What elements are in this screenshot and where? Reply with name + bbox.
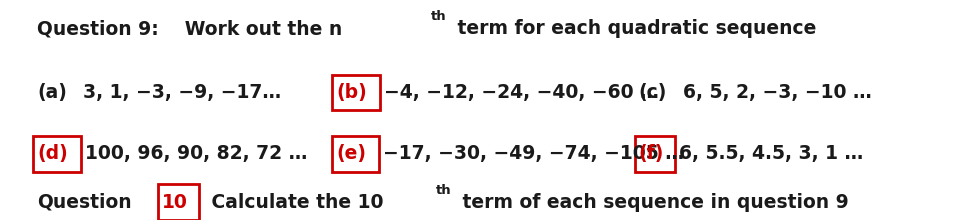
Text: Question 9:    Work out the n: Question 9: Work out the n bbox=[37, 19, 342, 38]
Text: term of each sequence in question 9: term of each sequence in question 9 bbox=[455, 193, 848, 212]
Text: th: th bbox=[436, 184, 451, 197]
Text: Calculate the 10: Calculate the 10 bbox=[205, 193, 384, 212]
Text: term for each quadratic sequence: term for each quadratic sequence bbox=[451, 19, 816, 38]
Text: −4, −12, −24, −40, −60 …: −4, −12, −24, −40, −60 … bbox=[384, 83, 659, 102]
Text: (f): (f) bbox=[639, 144, 664, 163]
Text: 10: 10 bbox=[162, 193, 188, 212]
Text: th: th bbox=[431, 10, 447, 23]
Text: Question: Question bbox=[37, 193, 132, 212]
Text: −17, −30, −49, −74, −105 …: −17, −30, −49, −74, −105 … bbox=[383, 144, 683, 163]
Text: (c): (c) bbox=[639, 83, 667, 102]
Text: (d): (d) bbox=[37, 144, 68, 163]
Text: (b): (b) bbox=[336, 83, 368, 102]
Text: 6, 5, 2, −3, −10 …: 6, 5, 2, −3, −10 … bbox=[683, 83, 872, 102]
Text: (e): (e) bbox=[336, 144, 367, 163]
Text: 100, 96, 90, 82, 72 …: 100, 96, 90, 82, 72 … bbox=[85, 144, 307, 163]
Text: 6, 5.5, 4.5, 3, 1 …: 6, 5.5, 4.5, 3, 1 … bbox=[680, 144, 864, 163]
Text: 3, 1, −3, −9, −17…: 3, 1, −3, −9, −17… bbox=[84, 83, 282, 102]
Text: (a): (a) bbox=[37, 83, 67, 102]
